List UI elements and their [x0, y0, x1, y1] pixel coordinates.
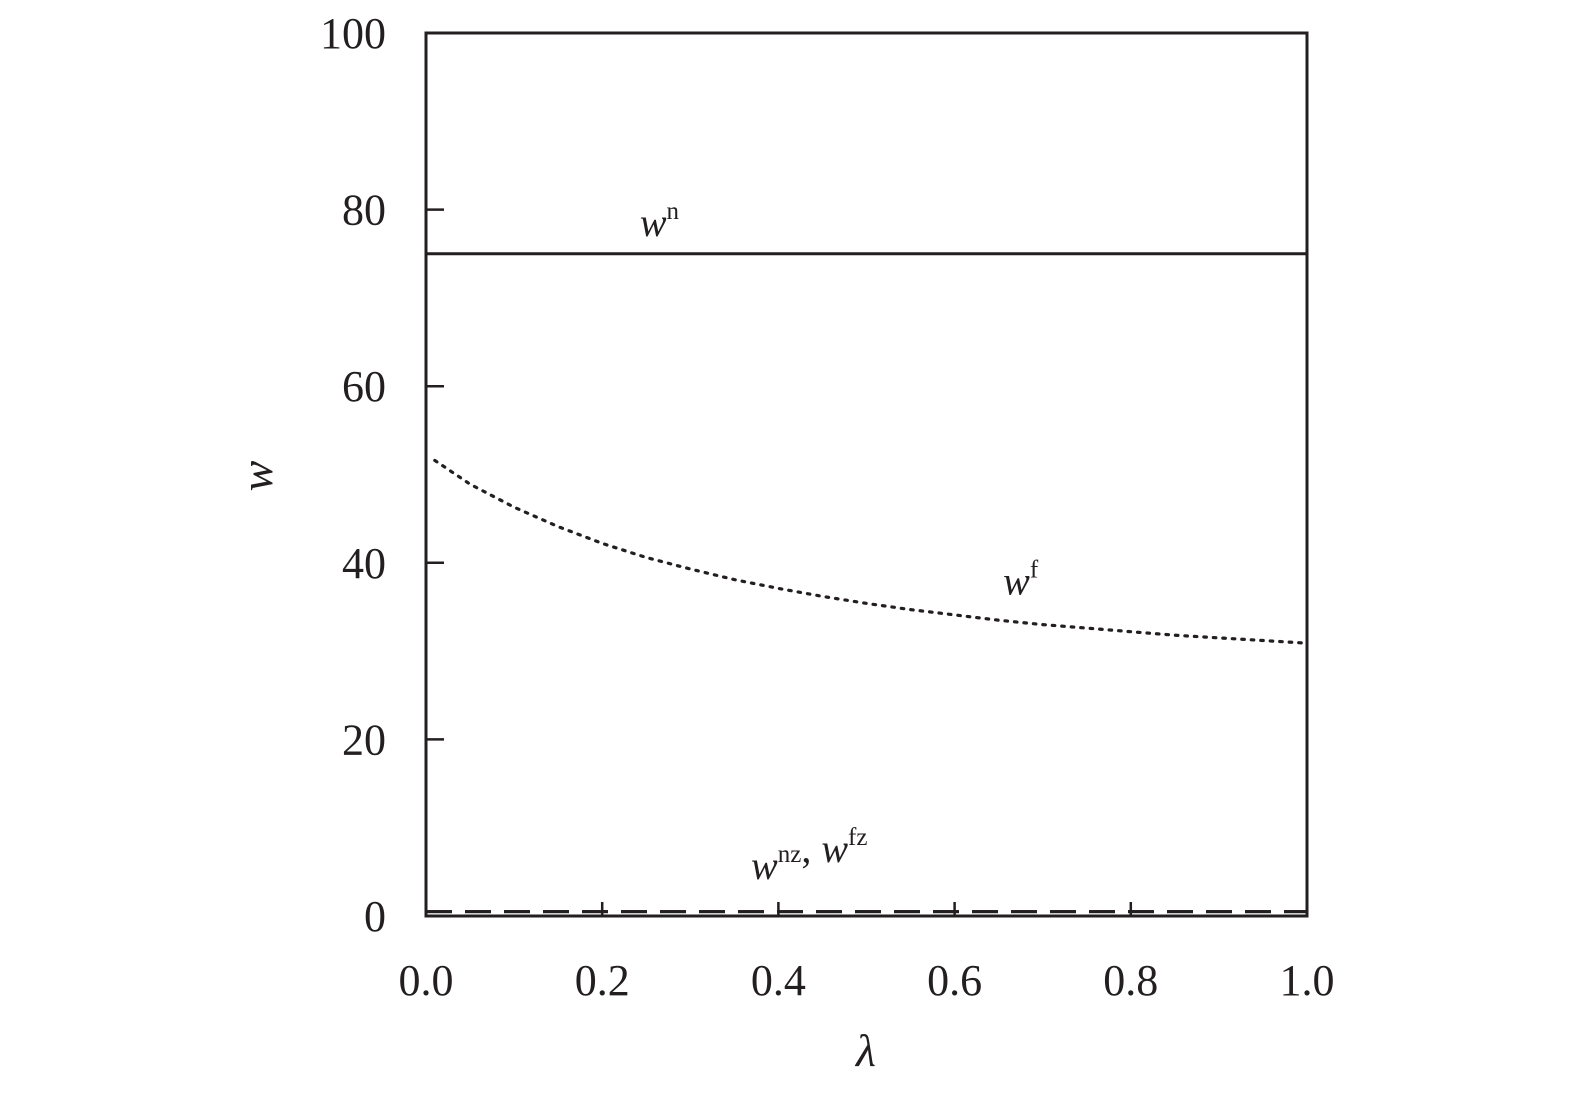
x-tick-label: 0.4: [751, 956, 806, 1005]
series-line-w-f: [433, 458, 1309, 645]
label-superscript: f: [1030, 557, 1039, 584]
y-tick-label: 20: [342, 715, 386, 764]
series-label: wf: [1003, 557, 1039, 604]
y-tick-label: 80: [342, 186, 386, 235]
series-label: wnz, wfz: [751, 824, 867, 888]
x-tick-label: 1.0: [1280, 956, 1335, 1005]
x-tick-label: 0.2: [575, 956, 630, 1005]
y-tick-label: 60: [342, 362, 386, 411]
series-label: wn: [640, 198, 680, 245]
y-tick-label: 0: [364, 892, 386, 941]
label-superscript: n: [667, 198, 680, 225]
plot-frame: [424, 31, 1309, 918]
label-base: w: [640, 200, 667, 245]
label-base: w: [821, 826, 848, 871]
x-tick-label: 0.6: [927, 956, 982, 1005]
label-base: w: [1003, 559, 1030, 604]
x-tick-label: 0.8: [1103, 956, 1158, 1005]
x-tick-label: 0.0: [399, 956, 454, 1005]
label-base: w: [751, 843, 778, 888]
y-tick-label: 40: [342, 539, 386, 588]
label-superscript: fz: [848, 824, 867, 851]
series-lines: [426, 252, 1309, 914]
y-axis-title: w: [231, 460, 282, 491]
y-tick-label: 100: [320, 9, 386, 58]
x-axis-title: λ: [854, 1025, 876, 1076]
label-superscript: nz: [778, 841, 802, 868]
